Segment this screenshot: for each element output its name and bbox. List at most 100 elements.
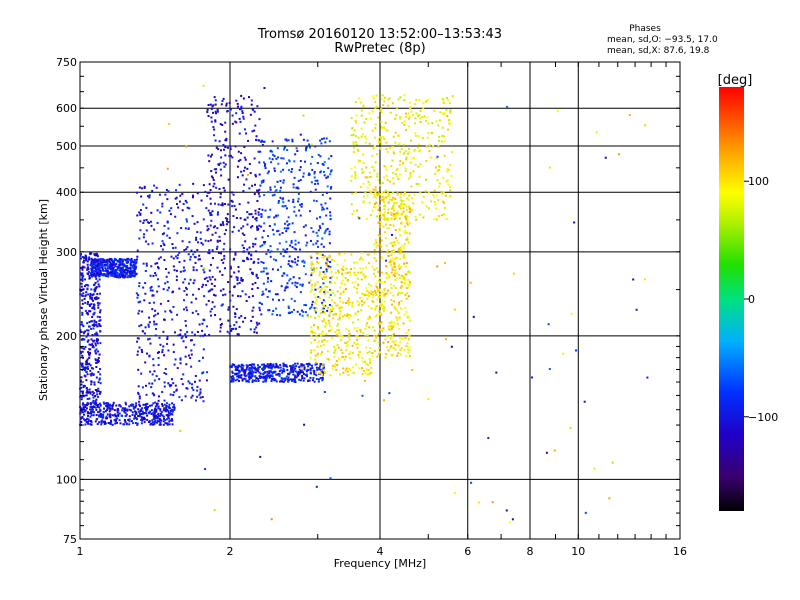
data-point: [506, 105, 509, 108]
data-point: [326, 185, 329, 188]
data-point: [143, 219, 146, 222]
data-point: [386, 346, 389, 349]
data-point: [355, 135, 358, 138]
data-point: [209, 278, 212, 281]
data-point: [190, 365, 193, 368]
data-point: [109, 404, 112, 407]
data-point: [362, 105, 365, 108]
data-point: [347, 329, 350, 332]
data-point: [403, 253, 406, 256]
data-point: [91, 343, 94, 346]
data-point: [248, 368, 251, 371]
data-point: [356, 148, 359, 151]
data-point: [179, 333, 182, 336]
data-point: [339, 292, 342, 295]
data-point: [105, 273, 108, 276]
data-point: [268, 251, 271, 254]
data-point: [245, 374, 248, 377]
data-point: [383, 289, 386, 292]
data-point: [155, 409, 158, 412]
data-point: [209, 214, 212, 217]
data-point: [240, 374, 243, 377]
data-point: [321, 340, 324, 343]
data-point: [209, 263, 212, 266]
data-point: [129, 270, 132, 273]
data-point: [398, 228, 401, 231]
data-point: [300, 205, 303, 208]
data-point: [374, 191, 377, 194]
data-point: [219, 192, 222, 195]
data-point: [287, 372, 290, 375]
data-point: [267, 364, 270, 367]
data-point: [397, 98, 400, 101]
data-point: [208, 183, 211, 186]
data-point: [229, 145, 232, 148]
data-point: [259, 372, 262, 375]
data-point: [79, 379, 82, 382]
data-point: [323, 312, 326, 315]
data-point: [286, 286, 289, 289]
data-point: [141, 407, 144, 410]
data-point: [216, 227, 219, 230]
data-point: [296, 150, 299, 153]
data-point: [318, 270, 321, 273]
data-point: [162, 288, 165, 291]
data-point: [213, 285, 216, 288]
data-point: [231, 380, 234, 383]
data-point: [95, 398, 98, 401]
data-point: [266, 172, 269, 175]
data-point: [175, 279, 178, 282]
data-point: [365, 287, 368, 290]
data-point: [433, 217, 436, 220]
data-point: [276, 248, 279, 251]
data-point: [448, 102, 451, 105]
data-point: [383, 138, 386, 141]
data-point: [418, 99, 421, 102]
data-point: [82, 292, 85, 295]
data-point: [255, 219, 258, 222]
data-point: [319, 377, 322, 380]
data-point: [254, 124, 257, 127]
data-point: [101, 416, 104, 419]
data-point: [92, 259, 95, 262]
data-point: [387, 193, 390, 196]
data-point: [294, 284, 297, 287]
data-point: [207, 240, 210, 243]
data-point: [90, 274, 93, 277]
data-point: [404, 294, 407, 297]
data-point: [332, 291, 335, 294]
data-point: [632, 278, 635, 281]
data-point: [313, 380, 316, 383]
data-point: [157, 257, 160, 260]
data-point: [422, 195, 425, 198]
data-point: [162, 345, 165, 348]
data-point: [163, 399, 166, 402]
data-point: [377, 270, 380, 273]
data-point: [92, 396, 95, 399]
data-point: [287, 306, 290, 309]
data-point: [283, 377, 286, 380]
data-point: [296, 374, 299, 377]
data-point: [97, 265, 100, 268]
data-point: [388, 276, 391, 279]
data-point: [309, 290, 312, 293]
data-point: [392, 171, 395, 174]
data-point: [95, 414, 98, 417]
data-point: [244, 375, 247, 378]
data-point: [178, 396, 181, 399]
data-point: [158, 336, 161, 339]
data-point: [303, 261, 306, 264]
data-point: [336, 329, 339, 332]
data-point: [282, 197, 285, 200]
data-point: [405, 206, 408, 209]
data-point: [381, 125, 384, 128]
data-point: [316, 245, 319, 248]
data-point: [206, 194, 209, 197]
data-point: [400, 291, 403, 294]
data-point: [388, 274, 391, 277]
data-point: [117, 413, 120, 416]
data-point: [114, 420, 117, 423]
data-point: [97, 387, 100, 390]
data-point: [334, 349, 337, 352]
data-point: [170, 384, 173, 387]
